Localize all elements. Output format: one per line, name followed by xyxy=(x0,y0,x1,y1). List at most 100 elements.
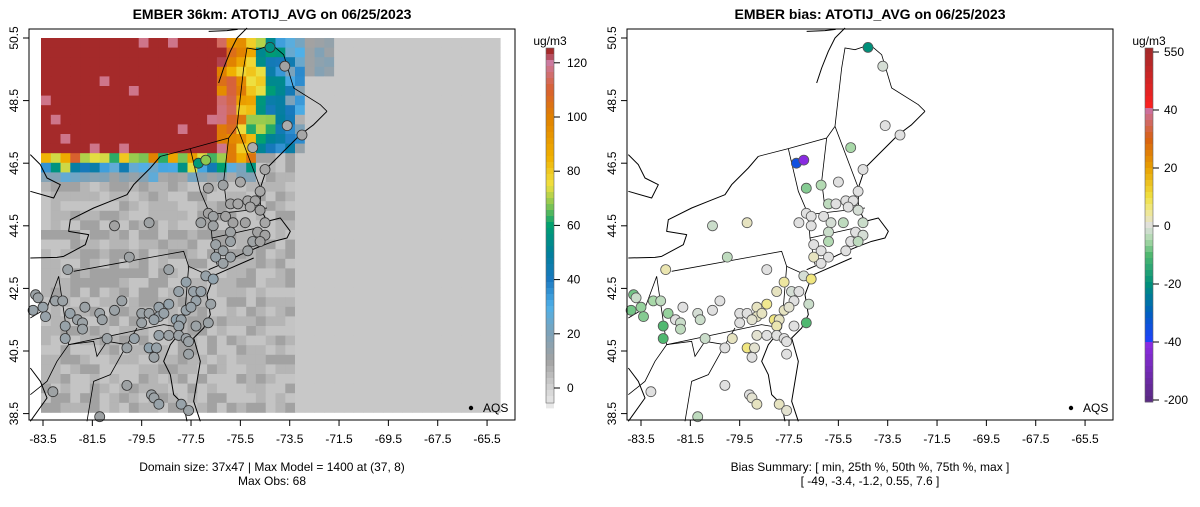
model-grid-cell xyxy=(451,86,462,96)
model-grid-cell xyxy=(119,402,130,413)
x-tick-label: -83.5 xyxy=(627,432,655,446)
footer-bias-summary-header: Bias Summary: [ min, 25th %, 50th %, 75t… xyxy=(731,460,1010,474)
model-grid-cell xyxy=(480,95,491,106)
model-grid-cell xyxy=(207,124,218,135)
model-grid-cell xyxy=(50,210,61,221)
model-grid-cell xyxy=(295,268,306,279)
station-obs-marker xyxy=(281,120,293,131)
model-grid-cell xyxy=(422,374,433,384)
colorbar-segment xyxy=(1145,138,1153,145)
model-grid-cell xyxy=(226,402,237,413)
model-grid-cell xyxy=(60,402,71,413)
colorbar-segment xyxy=(546,300,554,307)
station-obs-marker xyxy=(57,295,69,307)
model-grid-cell xyxy=(168,153,179,164)
station-bias-marker xyxy=(781,348,792,360)
model-grid-cell xyxy=(373,402,384,413)
model-grid-cell xyxy=(382,143,394,154)
model-grid-cell xyxy=(343,268,355,279)
model-grid-cell xyxy=(216,230,228,240)
model-grid-cell xyxy=(80,383,91,394)
model-grid-cell xyxy=(295,316,306,327)
x-tick-label: -71.5 xyxy=(325,432,353,446)
model-grid-cell xyxy=(207,38,218,48)
station-bias-marker xyxy=(638,311,649,323)
colorbar-segment xyxy=(546,108,554,115)
model-grid-cell xyxy=(138,287,149,298)
model-grid-cell xyxy=(461,402,472,413)
model-grid-cell xyxy=(470,383,482,394)
model-grid-cell xyxy=(275,143,286,154)
model-grid-cell xyxy=(119,230,130,240)
station-obs-marker xyxy=(40,311,51,323)
model-grid-cell xyxy=(128,249,140,260)
model-grid-cell xyxy=(461,316,472,327)
station-obs-marker xyxy=(163,264,175,276)
model-grid-cell xyxy=(343,182,355,192)
model-grid-cell xyxy=(119,38,130,48)
colorbar-segment xyxy=(546,294,554,301)
model-grid-cell xyxy=(70,364,81,375)
model-grid-cell xyxy=(236,345,247,356)
model-grid-cell xyxy=(246,393,257,404)
model-grid-cell xyxy=(353,143,364,154)
colorbar-segment xyxy=(1145,210,1153,217)
model-grid-cell xyxy=(50,114,61,125)
model-grid-cell xyxy=(89,210,100,221)
model-grid-cell xyxy=(119,182,130,192)
station-bias-marker xyxy=(756,307,768,319)
station-bias-marker xyxy=(840,245,852,257)
model-grid-cell xyxy=(382,383,394,394)
model-grid-cell xyxy=(285,258,296,269)
colorbar-segment xyxy=(546,216,554,223)
colorbar-label: ug/m3 xyxy=(533,34,567,48)
model-grid-cell xyxy=(470,326,482,336)
model-grid-cell xyxy=(334,258,345,269)
model-grid-cell xyxy=(422,143,433,154)
model-grid-cell xyxy=(265,383,276,394)
model-grid-cell xyxy=(304,57,315,68)
model-grid-cell xyxy=(236,383,247,394)
colorbar-segment xyxy=(546,168,554,175)
model-grid-cell xyxy=(373,182,384,192)
model-grid-cell xyxy=(431,258,442,269)
model-grid-cell xyxy=(431,76,442,87)
model-grid-cell xyxy=(236,306,247,317)
model-grid-cell xyxy=(70,345,81,356)
model-grid-cell xyxy=(50,47,61,58)
model-grid-cell xyxy=(451,374,462,384)
model-grid-cell xyxy=(314,76,325,87)
bias-panel: EMBER bias: ATOTIJ_AVG on 06/25/2023 AQS… xyxy=(605,6,1188,488)
model-grid-cell xyxy=(168,47,179,58)
model-grid-cell xyxy=(80,210,91,221)
model-grid-cell xyxy=(246,47,257,58)
model-grid-cell xyxy=(431,239,442,250)
station-bias-marker xyxy=(837,217,849,229)
model-grid-cell xyxy=(314,162,325,173)
colorbar-segment xyxy=(1145,390,1153,397)
model-grid-cell xyxy=(177,268,188,279)
model-grid-cell xyxy=(158,335,169,346)
model-grid-cell xyxy=(226,383,237,394)
model-grid-cell xyxy=(470,402,482,413)
model-grid-cell xyxy=(324,124,335,135)
model-grid-cell xyxy=(255,95,267,106)
station-bias-marker xyxy=(793,217,805,229)
model-grid-cell xyxy=(470,114,482,125)
model-grid-cell xyxy=(80,354,91,365)
model-grid-cell xyxy=(207,114,218,125)
model-grid-cell xyxy=(343,124,355,135)
colorbar-segment xyxy=(1145,102,1153,109)
model-grid-cell xyxy=(187,38,198,48)
station-bias-marker xyxy=(815,257,827,269)
model-grid-cell xyxy=(187,230,198,240)
model-grid-cell xyxy=(480,287,491,298)
model-grid-cell xyxy=(363,374,374,384)
model-grid-cell xyxy=(382,38,394,48)
model-grid-cell xyxy=(168,354,179,365)
station-bias-marker xyxy=(857,217,869,229)
model-grid-cell xyxy=(461,134,472,144)
model-grid-cell xyxy=(216,278,228,288)
model-grid-cell xyxy=(324,220,335,231)
model-grid-cell xyxy=(226,114,237,125)
